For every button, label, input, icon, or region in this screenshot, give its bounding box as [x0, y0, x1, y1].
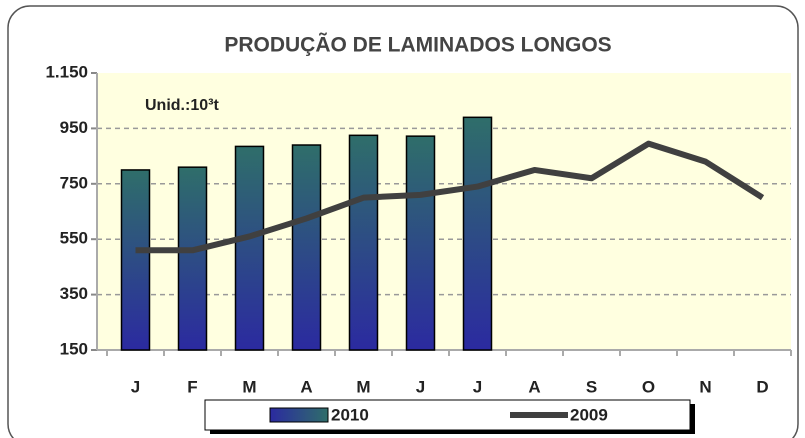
x-tick-label: J — [473, 377, 482, 396]
x-tick-label: O — [642, 377, 655, 396]
bar — [177, 166, 208, 351]
y-tick-label: 1.150 — [45, 62, 88, 81]
bar — [462, 116, 493, 351]
y-tick-label: 150 — [60, 339, 88, 358]
chart-title: PRODUÇÃO DE LAMINADOS LONGOS — [224, 34, 611, 57]
bar — [405, 135, 436, 351]
y-tick-label: 350 — [60, 284, 88, 303]
legend-label: 2010 — [331, 405, 369, 424]
x-tick-label: A — [300, 377, 312, 396]
bar — [348, 134, 379, 351]
x-tick-label: M — [356, 377, 370, 396]
legend-swatch — [269, 407, 329, 423]
x-tick-label: M — [242, 377, 256, 396]
x-tick-label: F — [187, 377, 197, 396]
x-tick-label: A — [528, 377, 540, 396]
x-tick-label: J — [416, 377, 425, 396]
y-tick-label: 950 — [60, 118, 88, 137]
bar — [291, 144, 322, 351]
x-tick-label: S — [586, 377, 597, 396]
bar — [120, 169, 151, 351]
x-tick-label: N — [699, 377, 711, 396]
x-tick-label: J — [131, 377, 140, 396]
y-tick-label: 550 — [60, 229, 88, 248]
line — [135, 140, 765, 254]
plot-area — [97, 73, 791, 350]
bar — [234, 145, 265, 351]
y-tick-label: 750 — [60, 173, 88, 192]
legend: 2010 2009 — [204, 399, 695, 434]
x-tick-label: D — [756, 377, 768, 396]
legend-label: 2009 — [570, 405, 608, 424]
annotation: Unid.:10³t — [145, 97, 219, 114]
